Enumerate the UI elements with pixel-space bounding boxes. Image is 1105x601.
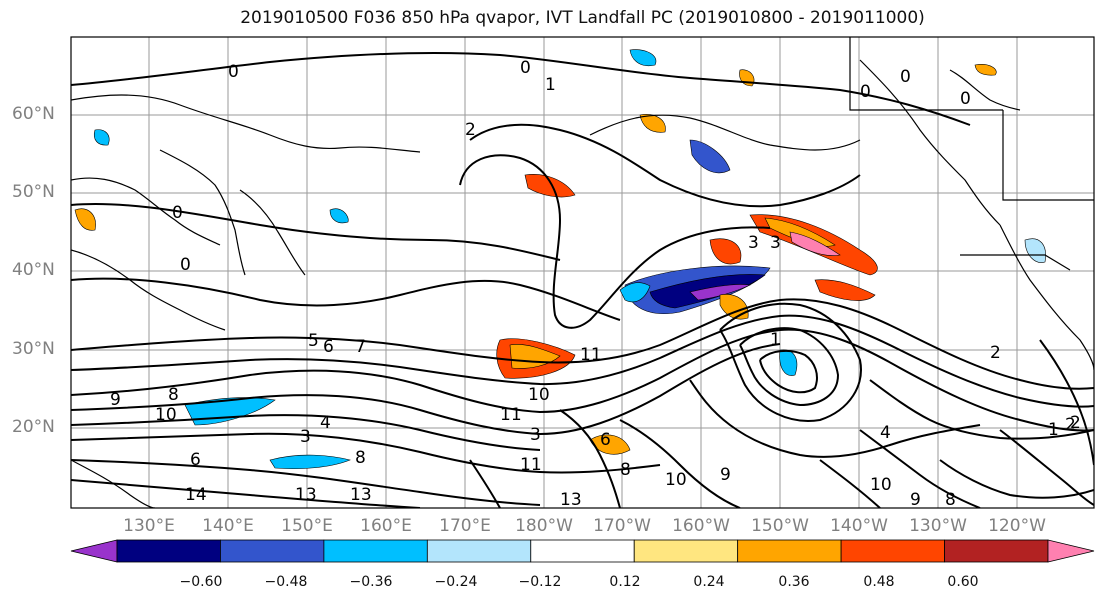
contour-label: 11 (520, 455, 542, 475)
contour-label: 9 (720, 465, 731, 485)
colorbar-label-m060: −0.60 (179, 574, 223, 590)
lat-label-30n: 30°N (12, 339, 55, 359)
contour-label: 0 (900, 67, 911, 87)
colorbar-label-012: 0.12 (609, 574, 641, 590)
contour-label: 1 (545, 75, 556, 95)
lon-label-160w: 160°W (672, 516, 730, 536)
contour-label: 13 (350, 485, 372, 505)
contour-label: 3 (530, 425, 541, 445)
colorbar-label-024: 0.24 (693, 574, 725, 590)
contour-label: 13 (295, 485, 317, 505)
contour-label: 11 (500, 405, 522, 425)
colorbar-swatch (116, 539, 221, 563)
contour-label: 1 (1048, 420, 1059, 440)
colorbar-swatch (530, 539, 635, 563)
contour-label: 6 (190, 450, 201, 470)
lon-label-150w: 150°W (751, 516, 809, 536)
contour-label: 0 (960, 89, 971, 109)
colorbar-label-060: 0.60 (947, 574, 979, 590)
lon-label-120w: 120°W (988, 516, 1046, 536)
lat-label-20n: 20°N (12, 417, 55, 437)
shaded-anomalies (74, 49, 1046, 470)
map-frame (70, 36, 1095, 509)
lon-label-170e: 170°E (439, 516, 491, 536)
lat-label-60n: 60°N (12, 104, 55, 124)
colorbar-swatch (840, 539, 945, 563)
colorbar-swatch (220, 539, 325, 563)
contour-label: 1 (770, 330, 781, 350)
lon-label-140w: 140°W (830, 516, 888, 536)
contour-label: 7 (355, 337, 366, 357)
lon-label-160e: 160°E (360, 516, 412, 536)
contour-label: 0 (520, 58, 531, 78)
contour-label: 3 (770, 233, 781, 253)
contour-label: 2 (1070, 413, 1081, 433)
contour-label: 9 (110, 390, 121, 410)
contour-label: 10 (528, 385, 550, 405)
contour-label: 0 (228, 62, 239, 82)
contour-label: 13 (560, 490, 582, 510)
gridlines (71, 37, 1094, 508)
lon-label-130w: 130°W (909, 516, 967, 536)
contour-label: 11 (580, 345, 602, 365)
contour-label: 10 (155, 405, 177, 425)
contour-label: 0 (172, 203, 183, 223)
contour-label: 2 (1065, 415, 1076, 435)
lon-label-170w: 170°W (593, 516, 651, 536)
colorbar-label-m024: −0.24 (434, 574, 478, 590)
contour-label: 6 (323, 337, 334, 357)
contour-label: 4 (320, 413, 331, 433)
lon-label-180w: 180°W (515, 516, 573, 536)
contour-label: 3 (748, 233, 759, 253)
contour-label: 8 (168, 385, 179, 405)
contour-label: 8 (355, 448, 366, 468)
lon-label-130e: 130°E (123, 516, 175, 536)
colorbar-label-048: 0.48 (863, 574, 895, 590)
lon-label-140e: 140°E (202, 516, 254, 536)
colorbar-label-m036: −0.36 (349, 574, 393, 590)
lat-label-50n: 50°N (12, 182, 55, 202)
colorbar-extend-low (70, 539, 118, 563)
contour-label: 3 (300, 427, 311, 447)
colorbar-swatch (426, 539, 532, 563)
contour-label: 5 (308, 331, 319, 351)
colorbar-label-m012: −0.12 (518, 574, 562, 590)
contour-label: 9 (910, 490, 921, 510)
contour-label: 14 (185, 485, 207, 505)
colorbar-label-m048: −0.48 (264, 574, 308, 590)
contour-label: 10 (665, 470, 687, 490)
contour-label: 4 (880, 423, 891, 443)
lat-label-40n: 40°N (12, 260, 55, 280)
contour-lines (71, 51, 1094, 508)
coastlines (71, 37, 1094, 508)
colorbar-swatch (633, 539, 739, 563)
lon-label-150e: 150°E (281, 516, 333, 536)
contour-label: 6 (600, 430, 611, 450)
colorbar-swatch (737, 539, 842, 563)
map-title: 2019010500 F036 850 hPa qvapor, IVT Land… (240, 8, 925, 28)
colorbar-extend-high (1047, 539, 1095, 563)
contour-label: 10 (870, 475, 892, 495)
colorbar (70, 539, 1095, 563)
contour-label: 2 (990, 343, 1001, 363)
contour-label: 0 (180, 255, 191, 275)
contour-label: 2 (465, 120, 476, 140)
contour-label: 0 (860, 82, 871, 102)
colorbar-label-036: 0.36 (778, 574, 810, 590)
contour-label: 8 (945, 490, 956, 510)
colorbar-swatch (323, 539, 428, 563)
colorbar-swatch (944, 539, 1049, 563)
contour-label: 8 (620, 460, 631, 480)
